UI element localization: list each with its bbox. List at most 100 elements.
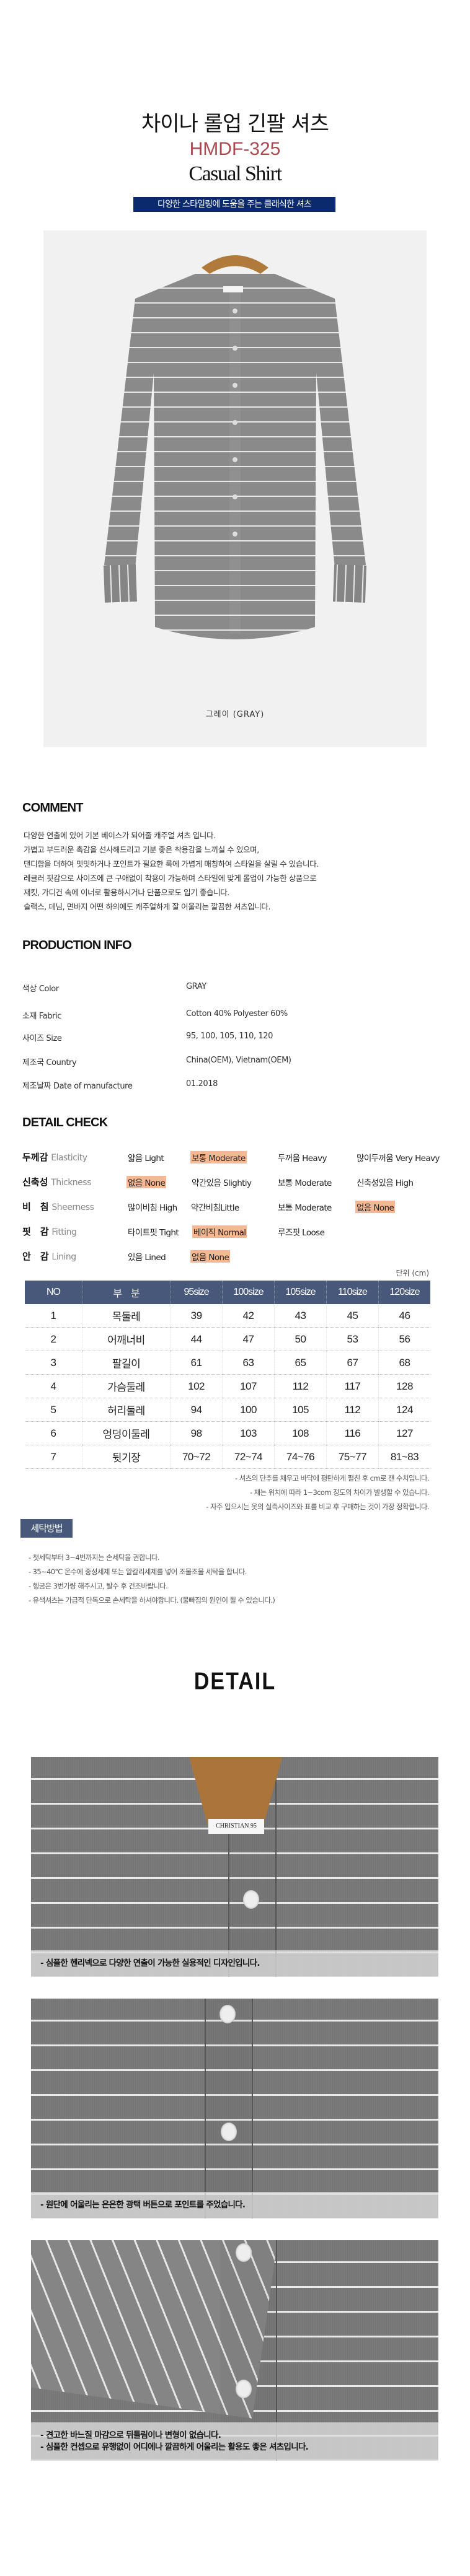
comment-line: 댄디함을 더하여 밋밋하거나 포인트가 필요한 룩에 가볍게 매칭하여 스타일을… (24, 859, 319, 869)
washing-line: - 35~40℃ 온수에 중성세제 또는 알칼리세제를 넣어 조물조물 세탁을 … (29, 1567, 247, 1576)
table-row: 5 허리둘레 94 100 105 112 124 (25, 1398, 430, 1422)
check-option: 약간비침Little (191, 1203, 239, 1213)
info-value: GRAY (186, 982, 206, 991)
size-note: - 자주 입으시는 옷의 실측사이즈와 표를 비교 후 구매하는 것이 가장 정… (206, 1502, 429, 1511)
check-option-selected: 없음 None (190, 1250, 231, 1263)
table-cell: 50 (274, 1327, 327, 1351)
table-cell: 뒷기장 (81, 1445, 171, 1469)
table-cell: 3 (25, 1351, 82, 1375)
check-option: 얇음 Light (128, 1154, 164, 1163)
check-option: 신축성있음 High (357, 1178, 414, 1188)
table-cell: 105 (274, 1398, 327, 1422)
table-cell: 42 (222, 1304, 275, 1328)
check-label: 두께감 Elasticity (22, 1152, 87, 1163)
table-cell: 94 (170, 1398, 223, 1422)
table-row: 4 가슴둘레 102 107 112 117 128 (25, 1374, 430, 1398)
check-option-selected: 없음 None (126, 1176, 167, 1188)
table-cell: 70~72 (170, 1445, 223, 1469)
table-cell: 67 (326, 1351, 379, 1375)
table-cell: 2 (25, 1327, 82, 1351)
shirt-illustration (103, 255, 367, 639)
detail-image-buttons: - 원단에 어울리는 은은한 광택 버튼으로 포인트를 주었습니다. (31, 1999, 438, 2219)
check-option: 많이비침 High (128, 1203, 177, 1213)
info-label: 제조날짜 Date of manufacture (22, 1082, 133, 1091)
table-row: 6 엉덩이둘레 98 103 108 116 127 (25, 1421, 430, 1445)
product-subtitle: Casual Shirt (188, 162, 282, 185)
washing-badge: 세탁방법 (20, 1519, 73, 1538)
comment-heading: COMMENT (22, 801, 84, 815)
check-option: 두꺼움 Heavy (278, 1154, 327, 1163)
table-cell: 팔길이 (81, 1351, 171, 1375)
table-cell: 103 (222, 1421, 275, 1445)
table-cell: 56 (378, 1327, 430, 1351)
table-cell: 목둘레 (81, 1304, 171, 1328)
check-option: 루즈핏 Loose (278, 1228, 325, 1238)
check-label: 비 침 Sheerness (22, 1201, 94, 1212)
comment-line: 가볍고 부드러운 촉감을 선사해드리고 기분 좋은 착용감을 느끼실 수 있으며… (24, 845, 259, 854)
info-value: China(OEM), Vietnam(OEM) (186, 1056, 291, 1065)
column-header: 105size (274, 1281, 327, 1304)
table-cell: 127 (378, 1421, 430, 1445)
table-cell: 61 (170, 1351, 223, 1375)
detail-caption: - 원단에 어울리는 은은한 광택 버튼으로 포인트를 주었습니다. (31, 2192, 438, 2219)
info-value: 95, 100, 105, 110, 120 (186, 1032, 273, 1041)
comment-line: 재킷, 가디건 속에 이너로 활용하시거나 단품으로도 입기 좋습니다. (24, 888, 229, 897)
check-label: 안 감 Lining (22, 1251, 76, 1262)
check-option: 보통 Moderate (278, 1178, 332, 1188)
table-cell: 4 (25, 1374, 82, 1398)
info-label: 색상 Color (22, 984, 59, 994)
table-cell: 65 (274, 1351, 327, 1375)
table-cell: 엉덩이둘레 (81, 1421, 171, 1445)
info-label: 제조국 Country (22, 1058, 77, 1067)
washing-line: - 헹굼은 3번가량 해주시고, 탈수 후 건조바랍니다. (29, 1582, 168, 1590)
column-header: 95size (170, 1281, 223, 1304)
size-table: NO 부 분 95size 100size 105size 110size 120size … (25, 1281, 430, 1469)
table-cell: 46 (378, 1304, 430, 1328)
color-caption: 그레이 (GRAY) (205, 710, 265, 719)
product-title: 차이나 롤업 긴팔 셔츠 (141, 112, 329, 136)
column-header: 부 분 (81, 1281, 171, 1304)
column-header: NO (25, 1281, 82, 1304)
check-option: 있음 Lined (128, 1253, 166, 1263)
table-cell: 7 (25, 1445, 82, 1469)
check-option-selected: 베이직 Normal (192, 1225, 247, 1238)
table-cell: 47 (222, 1327, 275, 1351)
table-cell: 112 (326, 1398, 379, 1422)
detail-check-heading: DETAIL CHECK (22, 1116, 108, 1129)
detail-caption: - 견고한 바느질 마감으로 뒤틀림이나 변형이 없습니다. - 심플한 컨셉으… (31, 2422, 438, 2461)
check-option-selected: 보통 Moderate (190, 1151, 247, 1163)
product-code: HMDF-325 (189, 139, 281, 159)
size-note: - 셔츠의 단추를 채우고 바닥에 평탄하게 펼친 후 cm로 잰 수치입니다. (235, 1474, 430, 1483)
table-cell: 63 (222, 1351, 275, 1375)
table-row: 3 팔길이 61 63 65 67 68 (25, 1351, 430, 1375)
detail-caption: - 심플한 헨리넥으로 다양한 연출이 가능한 실용적인 디자인입니다. (31, 1950, 438, 1977)
table-cell: 117 (326, 1374, 379, 1398)
table-cell: 6 (25, 1421, 82, 1445)
size-note: - 재는 위치에 따라 1~3com 정도의 차이가 발생할 수 있습니다. (250, 1488, 430, 1497)
column-header: 110size (326, 1281, 379, 1304)
table-cell: 116 (326, 1421, 379, 1445)
comment-line: 다양한 연출에 있어 기본 베이스가 되어줄 캐주얼 셔츠 입니다. (24, 831, 216, 840)
product-image: 그레이 (GRAY) (43, 230, 427, 747)
table-row: 7 뒷기장 70~72 72~74 74~76 75~77 81~83 (25, 1445, 430, 1469)
check-option-selected: 없음 None (355, 1201, 396, 1213)
table-cell: 128 (378, 1374, 430, 1398)
table-cell: 112 (274, 1374, 327, 1398)
detail-image-cuff: - 견고한 바느질 마감으로 뒤틀림이나 변형이 없습니다. - 심플한 컨셉으… (31, 2240, 438, 2461)
table-cell: 81~83 (378, 1445, 430, 1469)
detail-image-collar: CHRISTIAN 95 - 심플한 헨리넥으로 다양한 연출이 가능한 실용적… (31, 1757, 438, 1977)
table-cell: 39 (170, 1304, 223, 1328)
table-cell: 53 (326, 1327, 379, 1351)
info-value: 01.2018 (186, 1079, 218, 1089)
info-label: 사이즈 Size (22, 1034, 62, 1043)
table-cell: 가슴둘레 (81, 1374, 171, 1398)
table-cell: 1 (25, 1304, 82, 1328)
tagline-banner: 다양한 스타일링에 도움을 주는 클래식한 셔츠 (133, 197, 335, 212)
check-option: 약간있음 Slightiy (192, 1178, 252, 1188)
brand-label: CHRISTIAN 95 (208, 1819, 264, 1834)
comment-line: 레귤러 핏감으로 사이즈에 큰 구애없이 착용이 가능하며 스타일에 맞게 롤업… (24, 874, 317, 883)
check-label: 핏 감 Fitting (22, 1226, 77, 1237)
detail-heading: DETAIL (193, 1668, 277, 1695)
table-cell: 100 (222, 1398, 275, 1422)
table-row: 1 목둘레 39 42 43 45 46 (25, 1304, 430, 1328)
